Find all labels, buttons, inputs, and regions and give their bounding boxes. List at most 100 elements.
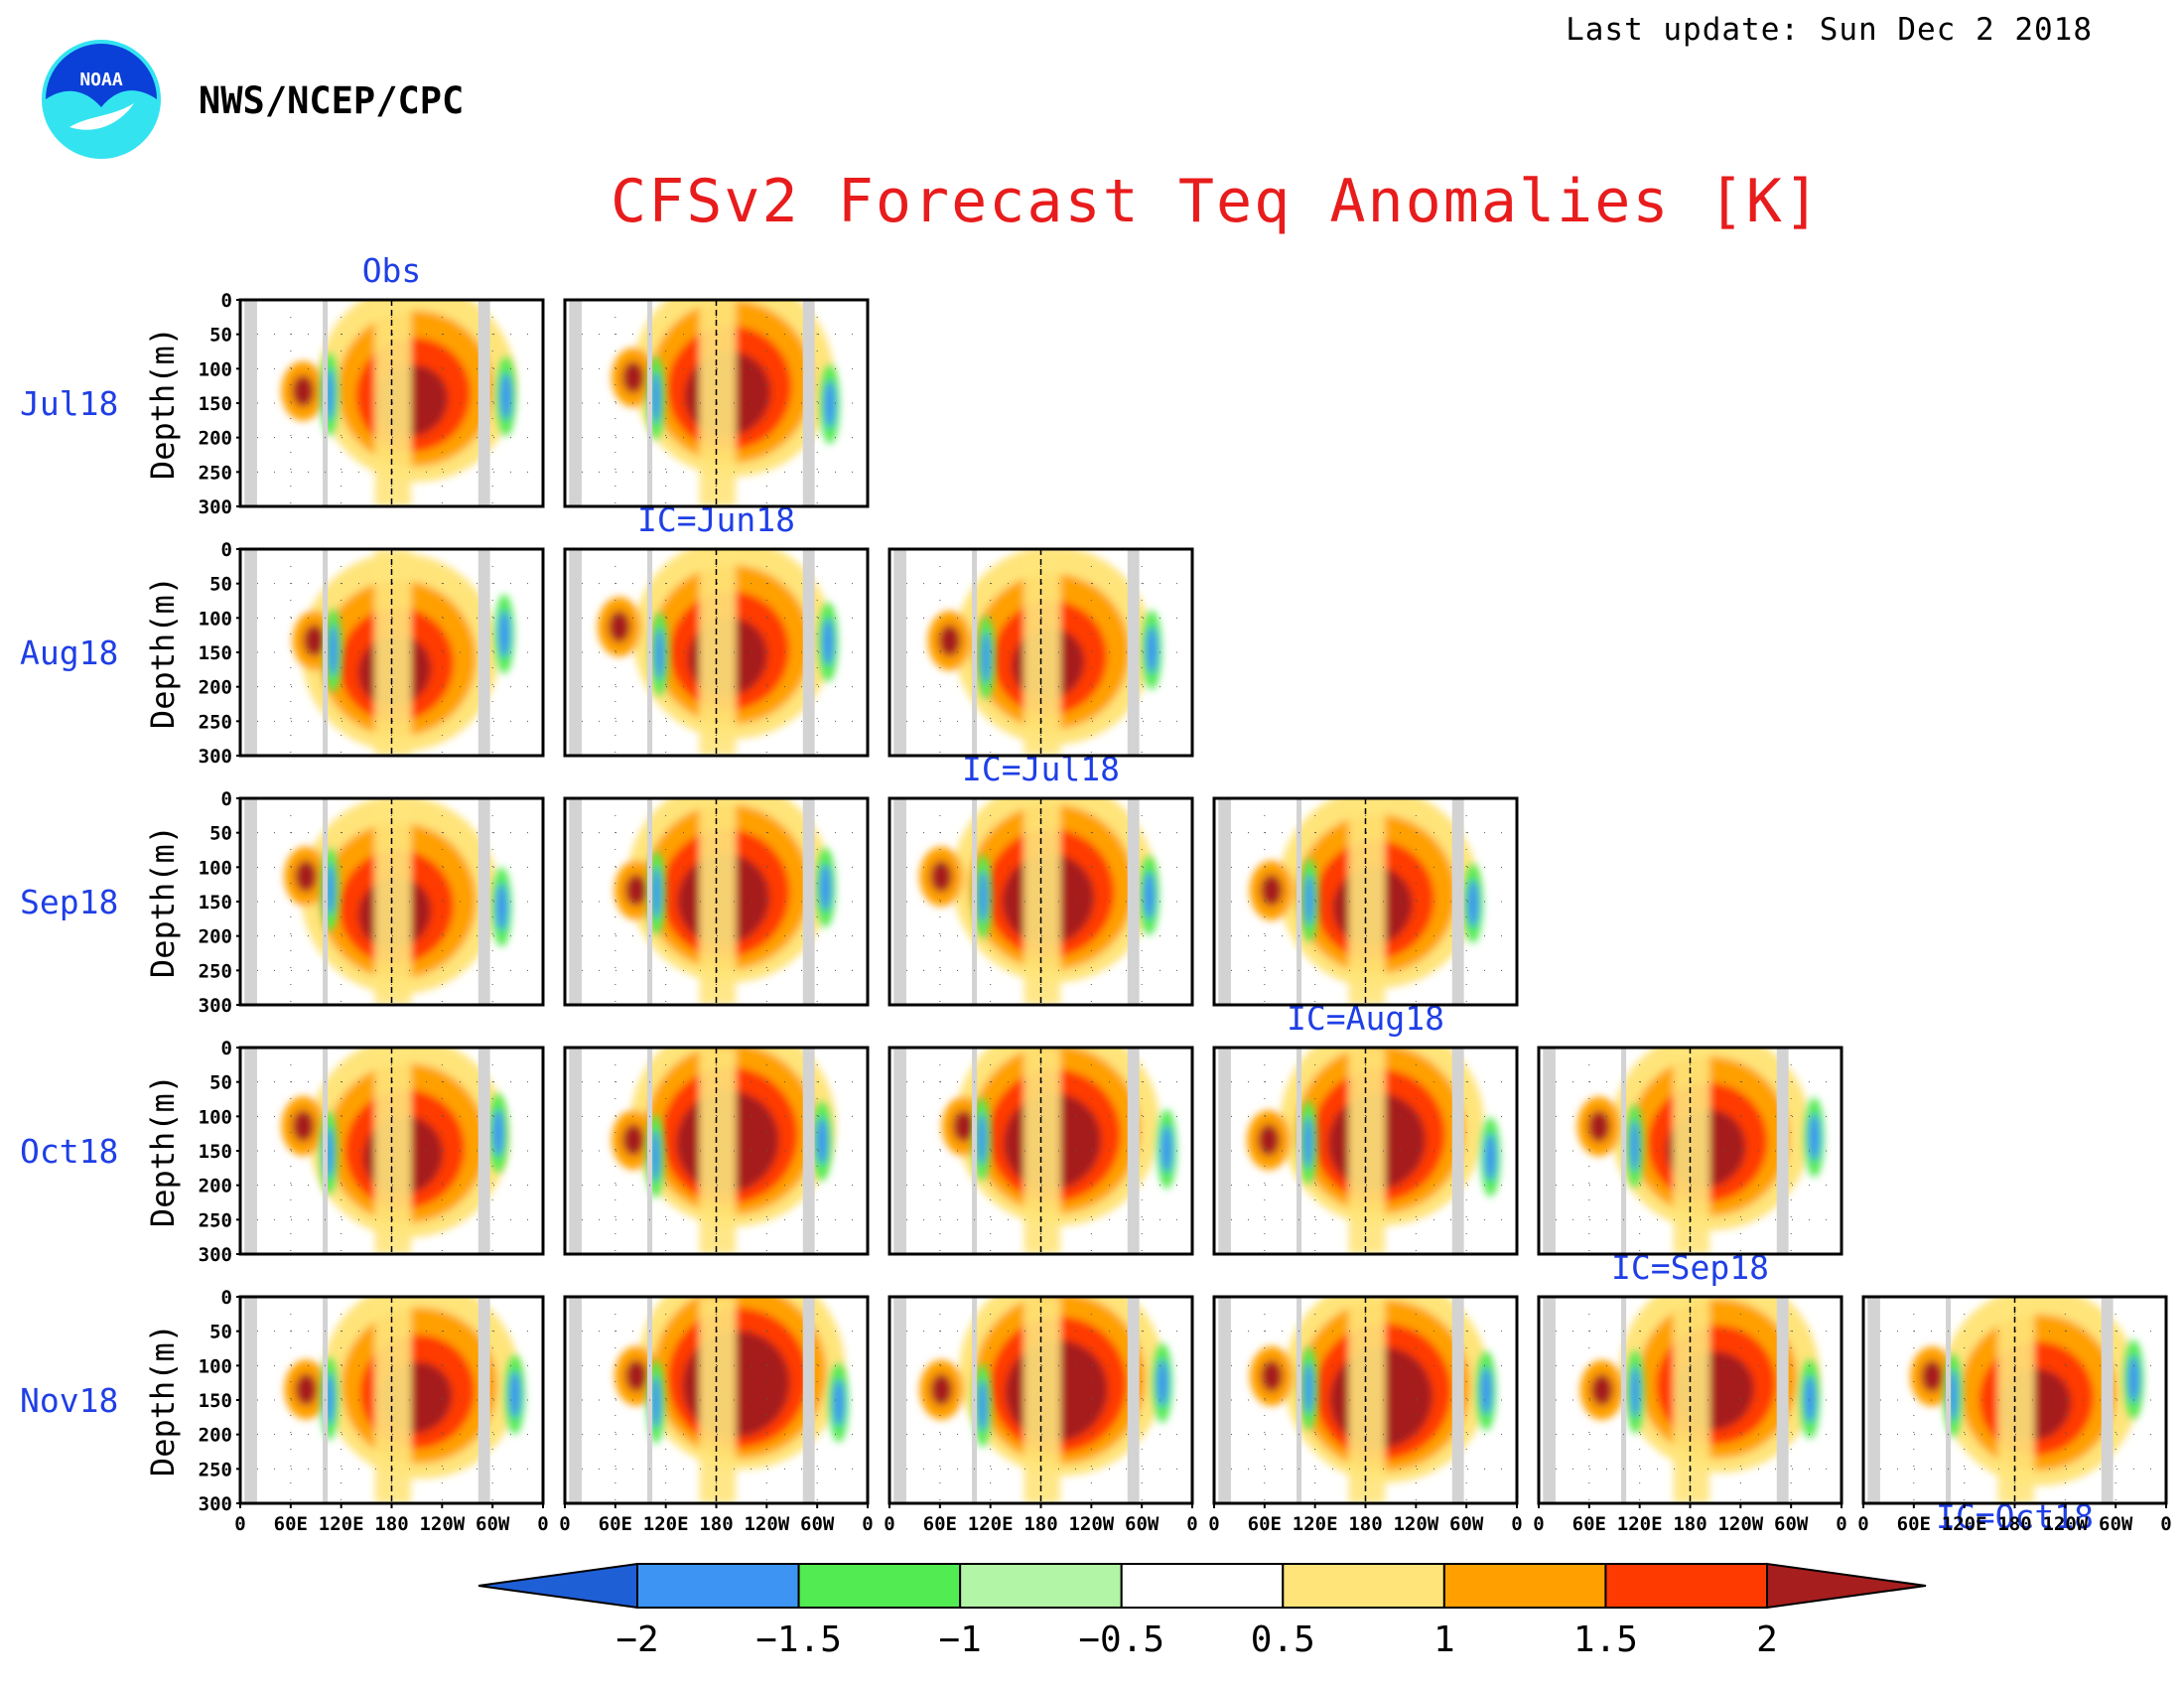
agency-label: NWS/NCEP/CPC	[199, 79, 465, 122]
y-tick-label: 100	[199, 1106, 232, 1128]
land-mask	[893, 1048, 906, 1254]
land-mask	[569, 300, 582, 506]
warm-anomaly	[919, 1297, 1165, 1503]
x-tick-label: 120W	[2042, 1513, 2088, 1535]
land-mask	[1127, 1048, 1140, 1254]
y-tick-label: 0	[221, 1287, 232, 1309]
panel-frame	[1212, 796, 1519, 1007]
heatmap-panel	[1537, 1046, 1843, 1256]
colorbar-label: −1.5	[755, 1619, 842, 1660]
y-tick-label: 150	[199, 642, 232, 664]
warm-anomaly	[1579, 1297, 1820, 1503]
colorbar-segment	[959, 1563, 1123, 1609]
x-tick-label: 0	[2160, 1513, 2171, 1535]
land-mask	[1776, 1297, 1789, 1503]
heatmap-panel	[238, 1046, 545, 1256]
land-mask	[802, 1048, 815, 1254]
land-mask	[1218, 798, 1231, 1005]
x-tick-label: 0	[1186, 1513, 1197, 1535]
y-tick-label: 50	[209, 325, 232, 347]
colorbar-segment	[1604, 1563, 1769, 1609]
x-tick-label: 120E	[1942, 1513, 1987, 1535]
y-tick-label: 250	[199, 960, 232, 982]
heatmap-panel: 0 60E 120E 180 120W 60W 0	[234, 1295, 549, 1535]
land-mask	[1543, 1297, 1556, 1503]
y-tick-label: 50	[209, 823, 232, 845]
heatmap-panel	[563, 298, 870, 508]
land-mask	[1776, 1048, 1789, 1254]
x-tick-label: 180	[374, 1513, 408, 1535]
cold-anomaly	[972, 1097, 1177, 1190]
warm-anomaly	[281, 300, 516, 506]
y-tick-label: 200	[199, 677, 232, 699]
y-tick-label: 150	[199, 1141, 232, 1163]
heatmap-panel	[238, 796, 545, 1007]
heatmap-panel: 0 60E 120E 180 120W 60W 0	[1857, 1295, 2172, 1535]
y-axis-label: Depth(m)	[144, 1324, 182, 1477]
y-tick-label: 300	[199, 1244, 232, 1266]
land-mask	[244, 1297, 257, 1503]
heatmap-panel	[887, 796, 1194, 1007]
y-tick-label: 300	[199, 496, 232, 518]
x-tick-label: 0	[862, 1513, 873, 1535]
heatmap-panel	[887, 1046, 1194, 1256]
x-tick-label: 120W	[1393, 1513, 1438, 1535]
land-mask	[1127, 1297, 1140, 1503]
colorbar-label: −2	[615, 1619, 658, 1660]
land-mask	[1867, 1297, 1880, 1503]
y-tick-label: 0	[221, 290, 232, 312]
y-tick-label: 0	[221, 788, 232, 810]
colorbar-label: 1.5	[1573, 1619, 1638, 1660]
colorbar-segment	[636, 1563, 800, 1609]
x-tick-label: 120E	[1617, 1513, 1663, 1535]
panel-frame	[238, 796, 545, 1007]
land-mask	[478, 549, 490, 756]
heatmap-panel	[238, 547, 545, 758]
x-tick-label: 60W	[2099, 1513, 2133, 1535]
land-mask	[478, 1297, 490, 1503]
panel-frame	[238, 1046, 545, 1256]
x-tick-label: 60W	[1125, 1513, 1160, 1535]
y-tick-label: 200	[199, 428, 232, 450]
land-mask	[478, 798, 490, 1005]
cold-anomaly	[1298, 1100, 1501, 1197]
panel-frame	[238, 547, 545, 758]
y-tick-label: 0	[221, 1038, 232, 1059]
x-tick-label: 0	[1208, 1513, 1219, 1535]
cold-anomaly	[650, 602, 839, 696]
land-mask	[893, 798, 906, 1005]
row-label: Jul18	[20, 384, 118, 423]
panel-frame	[1537, 1046, 1843, 1256]
warm-anomaly	[611, 300, 834, 506]
heatmap-panel	[1212, 796, 1519, 1007]
y-tick-label: 100	[199, 857, 232, 879]
warm-anomaly	[1250, 1297, 1490, 1503]
y-tick-label: 300	[199, 1493, 232, 1515]
land-mask	[569, 1048, 582, 1254]
heatmap-panel	[238, 298, 545, 508]
land-mask	[802, 798, 815, 1005]
colorbar-label: 2	[1756, 1619, 1778, 1660]
y-tick-label: 0	[221, 539, 232, 561]
land-mask	[1218, 1048, 1231, 1254]
x-tick-label: 0	[559, 1513, 570, 1535]
colorbar-segment	[797, 1563, 962, 1609]
heatmap-panel	[563, 547, 870, 758]
y-tick-label: 200	[199, 1425, 232, 1447]
cold-anomaly	[324, 594, 515, 693]
colorbar-segment	[478, 1562, 638, 1610]
x-tick-label: 60E	[599, 1513, 632, 1535]
y-tick-label: 100	[199, 358, 232, 380]
x-tick-label: 180	[1997, 1513, 2031, 1535]
x-tick-label: 120W	[1717, 1513, 1763, 1535]
x-tick-label: 0	[1511, 1513, 1522, 1535]
row-label: Oct18	[20, 1132, 118, 1171]
land-mask	[1543, 1048, 1556, 1254]
colorbar: −2 −1.5 −1 −0.5 0.5 1 1.5 2	[478, 1562, 1927, 1660]
row-label: Nov18	[20, 1381, 118, 1420]
land-mask	[893, 549, 906, 756]
panel-frame	[238, 298, 545, 508]
land-mask	[802, 549, 815, 756]
warm-anomaly	[1910, 1297, 2139, 1503]
chart-title: CFSv2 Forecast Teq Anomalies [K]	[611, 167, 1822, 236]
